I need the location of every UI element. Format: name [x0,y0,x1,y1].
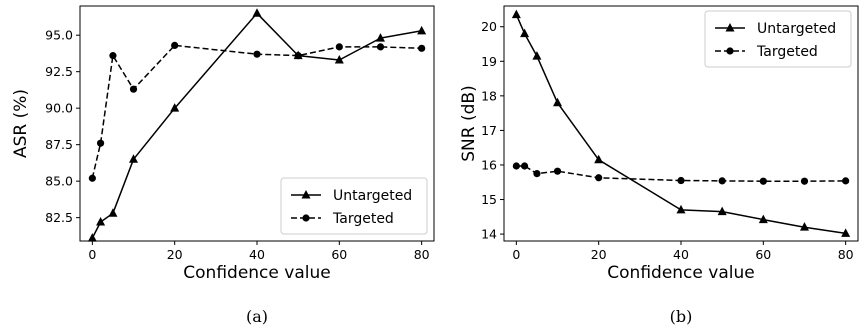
legend-label: Untargeted [757,21,836,37]
y-tick-label: 17 [481,123,497,138]
data-point-triangle [375,33,385,42]
y-tick-label: 92.5 [45,64,73,79]
data-point-circle [294,52,302,60]
data-point-triangle [799,222,809,231]
data-point-circle [96,139,105,147]
data-point-triangle [841,228,851,237]
data-point-circle [129,85,138,93]
legend-label: Targeted [332,211,394,227]
data-point-triangle [594,154,604,164]
data-point-circle [718,177,726,185]
data-point-circle [253,50,261,58]
series-line-untargeted [515,14,846,235]
y-tick-label: 18 [481,88,497,103]
data-point-triangle [170,103,180,112]
data-point-triangle [553,97,563,107]
data-point-circle [595,174,603,182]
legend: Untargeted Targeted [280,177,428,235]
y-tick-label: 19 [481,54,497,69]
legend-box [280,177,428,235]
series-line-targeted [91,44,422,179]
y-tick-label: 95.0 [45,28,73,43]
y-tick-label: 85.0 [45,174,73,189]
data-point-circle [376,43,385,51]
y-tick-label: 90.0 [45,101,73,116]
y-axis-label: ASR (%) [11,89,31,158]
y-tick-label: 87.5 [45,137,73,152]
y-tick-label: 15 [481,192,497,207]
data-point-triangle [520,28,530,38]
legend-marker-circle [302,214,310,222]
x-axis-label: Confidence value [183,263,330,283]
legend-marker-circle [726,47,734,55]
data-point-triangle [717,206,727,216]
data-point-triangle [758,214,768,224]
legend-label: Targeted [756,44,818,60]
data-point-circle [520,162,529,170]
chart-panel-0: 0 20 40 60 80 82.5 85.0 87.5 90.0 92.5 95.0 Confide… [11,5,435,326]
x-tick-label: 60 [331,247,347,262]
x-tick-label: 20 [167,247,183,262]
legend-marker-triangle [725,23,735,32]
data-point-circle [553,167,562,175]
data-point-triangle [417,25,427,35]
data-point-circle [759,177,767,185]
data-point-circle [533,170,541,178]
data-point-triangle [676,204,686,214]
data-point-circle [335,43,343,51]
x-tick-label: 60 [755,247,771,262]
data-point-triangle [96,217,106,226]
data-point-triangle [252,8,262,17]
y-tick-label: 14 [481,227,497,242]
data-point-triangle [532,51,542,60]
data-point-circle [800,177,809,185]
data-point-circle [88,174,96,182]
series-line-untargeted [91,12,422,239]
data-point-triangle [108,208,118,217]
data-point-circle [677,176,685,185]
x-axis-label: Confidence value [607,263,754,283]
y-tick-label: 16 [481,157,497,172]
legend: Untargeted Targeted [704,10,852,68]
legend-label: Untargeted [333,188,412,204]
panel-caption: (a) [246,307,268,326]
y-tick-label: 82.5 [45,210,73,225]
x-tick-label: 80 [414,247,430,262]
x-tick-label: 80 [838,247,854,262]
data-point-circle [512,162,520,170]
x-tick-label: 40 [249,247,265,262]
x-tick-label: 20 [591,247,607,262]
data-point-circle [418,44,426,52]
y-tick-label: 20 [481,19,497,34]
data-point-triangle [87,233,97,242]
panel-caption: (b) [670,307,693,326]
series-line-targeted [516,165,846,182]
x-tick-label: 0 [88,247,96,262]
data-point-triangle [334,55,344,64]
data-point-triangle [511,9,521,19]
data-point-circle [842,177,850,185]
x-tick-label: 40 [673,247,689,262]
data-point-triangle [129,154,139,163]
legend-box [704,10,852,68]
data-point-circle [171,41,179,50]
legend-marker-triangle [301,190,311,199]
x-tick-label: 0 [512,247,520,262]
y-axis-label: SNR (dB) [459,85,479,161]
data-point-circle [109,52,117,60]
